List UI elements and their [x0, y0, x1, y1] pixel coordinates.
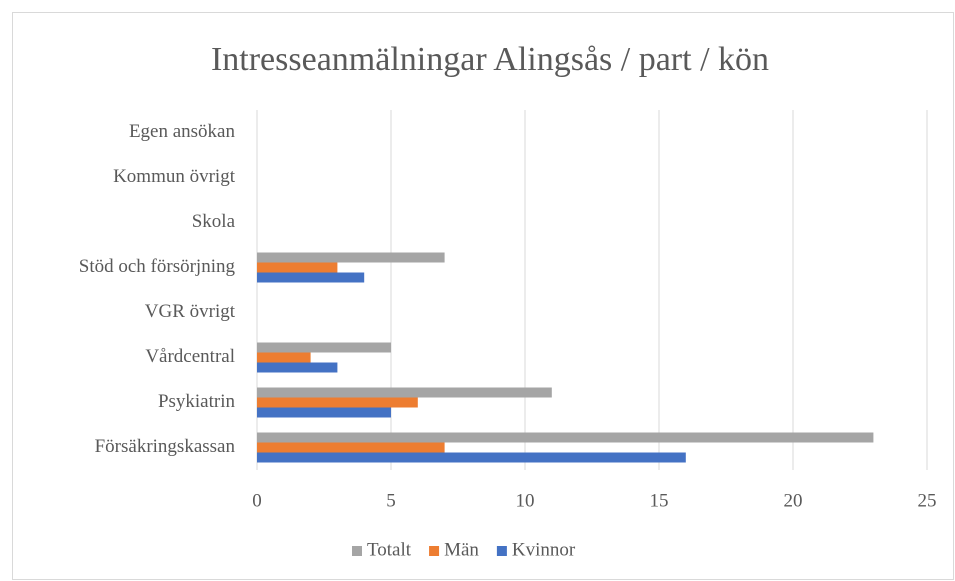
y-tick-label: VGR övrigt: [145, 301, 236, 322]
bar: [257, 352, 311, 363]
legend-label: Totalt: [367, 539, 412, 560]
y-tick-label: Skola: [192, 211, 236, 232]
x-tick-label: 25: [918, 490, 937, 511]
bar: [257, 252, 445, 263]
x-tick-label: 10: [516, 490, 535, 511]
x-tick-label: 5: [386, 490, 396, 511]
chart-border: [12, 12, 954, 580]
legend-swatch: [429, 546, 440, 556]
legend-swatch: [496, 546, 507, 556]
y-tick-label: Stöd och försörjning: [79, 256, 236, 277]
x-tick-label: 0: [252, 490, 262, 511]
bar: [257, 407, 391, 418]
y-tick-label: Egen ansökan: [129, 121, 236, 142]
bar: [257, 432, 874, 443]
x-tick-label: 20: [784, 490, 803, 511]
y-tick-label: Vårdcentral: [145, 346, 235, 367]
y-tick-label: Kommun övrigt: [113, 166, 236, 187]
bar: [257, 342, 391, 353]
bar: [257, 387, 552, 398]
legend-swatch: [352, 546, 362, 556]
bar: [257, 262, 338, 273]
bar: [257, 452, 686, 463]
x-tick-label: 15: [650, 490, 669, 511]
bar: [257, 362, 338, 373]
bar: [257, 397, 418, 408]
chart-title: Intresseanmälningar Alingsås / part / kö…: [211, 41, 769, 78]
legend-label: Män: [444, 539, 479, 560]
legend-label: Kvinnor: [512, 539, 576, 560]
y-tick-label: Försäkringskassan: [95, 436, 236, 457]
y-tick-label: Psykiatrin: [158, 391, 236, 412]
bar: [257, 272, 365, 283]
bar: [257, 442, 445, 453]
